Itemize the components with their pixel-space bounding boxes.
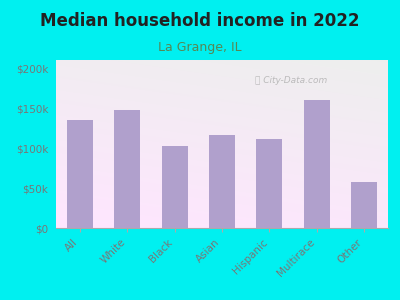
Bar: [114, 110, 140, 228]
Bar: [304, 100, 330, 228]
Bar: [351, 182, 377, 228]
Bar: [209, 135, 235, 228]
Text: La Grange, IL: La Grange, IL: [158, 40, 242, 53]
Text: Median household income in 2022: Median household income in 2022: [40, 12, 360, 30]
Bar: [67, 120, 93, 228]
Bar: [256, 139, 282, 228]
Bar: [162, 146, 188, 228]
Text: ⓘ City-Data.com: ⓘ City-Data.com: [255, 76, 328, 85]
